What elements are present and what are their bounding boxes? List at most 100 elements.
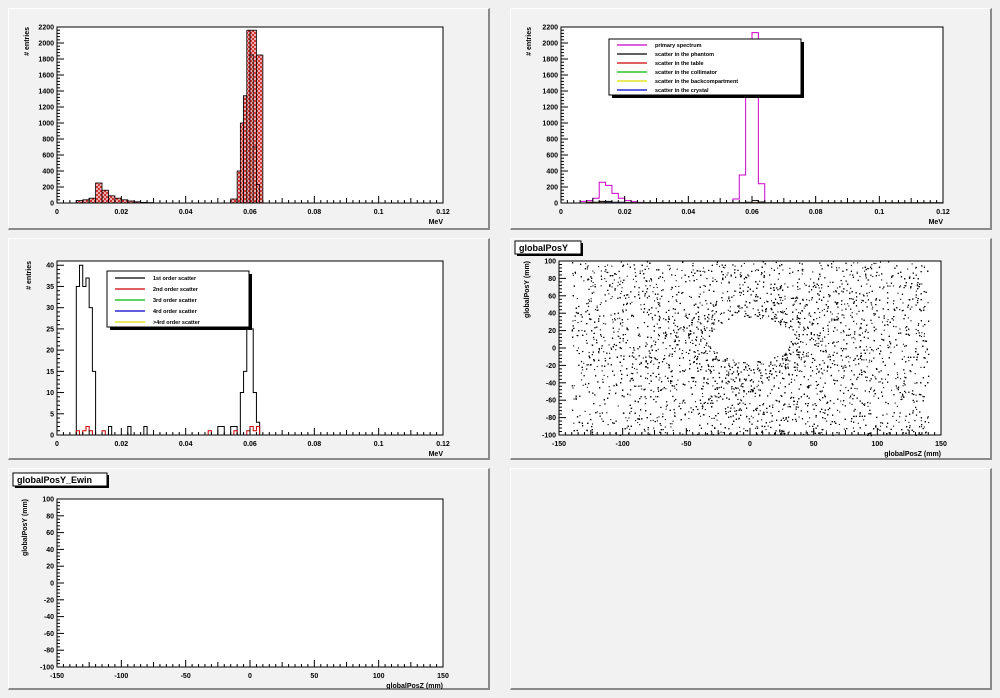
- scatter-point: [630, 407, 632, 410]
- scatter-point: [844, 303, 846, 305]
- scatter-point: [815, 387, 817, 389]
- scatter-point: [620, 292, 622, 295]
- scatter-point: [656, 323, 658, 325]
- x-tick-label: 0.1: [374, 441, 384, 448]
- scatter-point: [701, 335, 703, 337]
- scatter-point: [837, 313, 839, 315]
- scatter-point: [845, 325, 847, 327]
- scatter-point: [612, 337, 614, 340]
- scatter-point: [673, 341, 675, 343]
- scatter-point: [701, 304, 703, 306]
- scatter-point: [904, 285, 906, 287]
- scatter-point: [810, 278, 812, 280]
- scatter-point: [782, 359, 784, 361]
- scatter-point: [713, 328, 715, 330]
- scatter-point: [899, 378, 902, 380]
- scatter-point: [656, 420, 659, 422]
- scatter-point: [791, 378, 793, 380]
- scatter-point: [801, 371, 803, 373]
- scatter-point: [664, 432, 666, 434]
- scatter-point: [920, 420, 922, 422]
- scatter-point: [824, 395, 826, 397]
- scatter-point: [887, 285, 889, 287]
- scatter-point: [873, 395, 875, 397]
- scatter-point: [815, 340, 817, 342]
- x-tick-label: 0.02: [115, 441, 129, 448]
- scatter-point: [859, 275, 861, 278]
- scatter-point: [587, 364, 589, 366]
- scatter-point: [915, 267, 917, 269]
- x-tick-label: 0: [559, 209, 563, 216]
- scatter-point: [794, 433, 796, 435]
- scatter-point: [685, 340, 687, 342]
- scatter-point: [621, 325, 623, 327]
- scatter-point: [664, 426, 666, 428]
- scatter-point: [724, 267, 726, 269]
- scatter-point: [682, 291, 684, 294]
- scatter-point: [745, 367, 747, 369]
- scatter-point: [739, 307, 741, 309]
- scatter-point: [648, 383, 650, 385]
- x-tick-label: 0.12: [436, 441, 450, 448]
- scatter-point: [681, 277, 683, 279]
- scatter-point: [918, 322, 920, 325]
- scatter-point: [666, 362, 668, 364]
- scatter-point: [682, 349, 684, 352]
- scatter-point: [781, 311, 783, 314]
- scatter-point: [879, 266, 881, 268]
- scatter-point: [749, 403, 751, 405]
- scatter-point: [820, 265, 822, 267]
- scatter-point: [845, 387, 847, 389]
- x-tick-label: 0: [55, 441, 59, 448]
- scatter-point: [585, 339, 587, 342]
- scatter-point: [598, 352, 600, 354]
- scatter-point: [593, 369, 596, 371]
- scatter-point: [682, 433, 684, 435]
- scatter-point: [853, 336, 855, 338]
- scatter-point: [689, 280, 691, 282]
- y-tick-label: 1400: [38, 89, 54, 96]
- histogram-peak-bar: [252, 146, 257, 204]
- histogram-peak-bar: [239, 122, 244, 204]
- scatter-point: [842, 404, 844, 406]
- scatter-point: [761, 317, 763, 319]
- scatter-point: [599, 405, 601, 407]
- x-tick-label: 0.12: [936, 209, 950, 216]
- scatter-point: [899, 309, 901, 311]
- scatter-point: [859, 326, 861, 328]
- scatter-point: [709, 350, 711, 352]
- scatter-point: [575, 311, 577, 313]
- scatter-point: [774, 433, 776, 435]
- scatter-point: [604, 357, 606, 359]
- scatter-point: [819, 275, 821, 277]
- scatter-point: [786, 354, 788, 356]
- scatter-point: [757, 384, 759, 386]
- scatter-point: [781, 372, 783, 374]
- scatter-point: [875, 426, 877, 428]
- scatter-point: [879, 261, 882, 263]
- scatter-point: [849, 357, 851, 359]
- scatter-point: [766, 300, 768, 302]
- scatter-point: [773, 386, 775, 388]
- scatter-point: [577, 321, 579, 324]
- scatter-point: [592, 270, 594, 272]
- scatter-point: [596, 411, 598, 413]
- scatter-point: [850, 287, 852, 289]
- scatter-point: [811, 357, 814, 359]
- scatter-point: [902, 343, 905, 345]
- scatter-point: [836, 341, 838, 343]
- scatter-point: [627, 263, 629, 265]
- scatter-point: [782, 269, 784, 271]
- scatter-point: [798, 370, 800, 372]
- scatter-point: [856, 313, 858, 315]
- scatter-point: [883, 387, 885, 389]
- scatter-point: [911, 306, 913, 308]
- scatter-point: [699, 322, 701, 324]
- scatter-point: [573, 422, 575, 424]
- scatter-point: [727, 309, 729, 311]
- scatter-point: [761, 375, 763, 377]
- x-axis-title: MeV: [929, 219, 944, 226]
- scatter-point: [925, 431, 927, 433]
- scatter-point: [801, 273, 803, 275]
- scatter-point: [815, 416, 817, 418]
